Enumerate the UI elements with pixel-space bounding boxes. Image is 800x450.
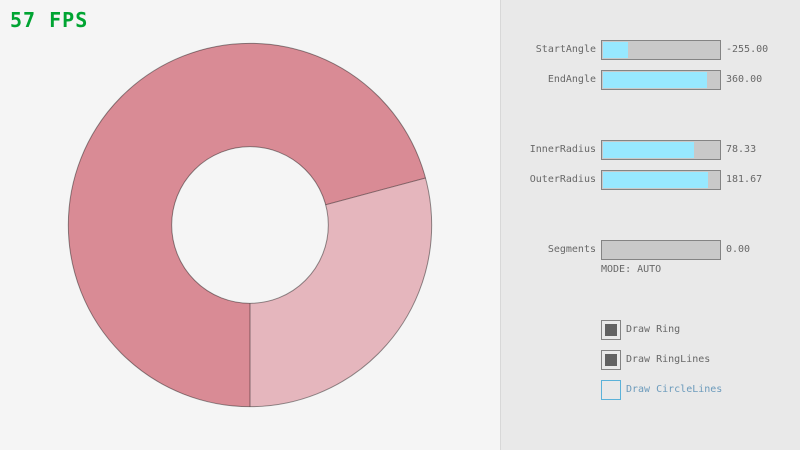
slider-label-endangle: EndAngle — [547, 74, 596, 85]
slider-fill-startangle — [603, 42, 628, 58]
slider-value-endangle: 360.00 — [726, 74, 763, 85]
slider-label-outerradius: OuterRadius — [529, 174, 596, 185]
checkbox-check-mark — [605, 324, 617, 336]
slider-label-segments: Segments — [547, 244, 596, 255]
slider-outerradius[interactable] — [601, 170, 721, 190]
slider-value-innerradius: 78.33 — [726, 144, 757, 155]
slider-fill-innerradius — [603, 142, 694, 158]
checkbox-draw-circlelines[interactable]: Draw CircleLines — [601, 380, 800, 400]
checkbox-label-draw-ringlines: Draw RingLines — [626, 354, 711, 365]
segments-mode-text: MODE: AUTO — [601, 264, 662, 275]
checkbox-box-draw-circlelines[interactable] — [601, 380, 621, 400]
slider-endangle[interactable] — [601, 70, 721, 90]
checkbox-box-draw-ring[interactable] — [601, 320, 621, 340]
slider-row-innerradius: InnerRadius 78.33 — [501, 140, 800, 160]
slider-segments[interactable] — [601, 240, 721, 260]
slider-label-innerradius: InnerRadius — [529, 144, 596, 155]
slider-row-startangle: StartAngle -255.00 — [501, 40, 800, 60]
slider-row-segments: Segments 0.00 — [501, 240, 800, 260]
slider-label-startangle: StartAngle — [535, 44, 596, 55]
checkbox-box-draw-ringlines[interactable] — [601, 350, 621, 370]
fps-counter: 57 FPS — [10, 8, 89, 32]
slider-value-outerradius: 181.67 — [726, 174, 763, 185]
checkbox-draw-ring[interactable]: Draw Ring — [601, 320, 800, 340]
slider-value-segments: 0.00 — [726, 244, 751, 255]
slider-startangle[interactable] — [601, 40, 721, 60]
slider-row-endangle: EndAngle 360.00 — [501, 70, 800, 90]
controls-panel: StartAngle -255.00 EndAngle 360.00 Inner… — [500, 0, 800, 450]
checkbox-label-draw-circlelines: Draw CircleLines — [626, 384, 723, 395]
slider-fill-outerradius — [603, 172, 708, 188]
slider-innerradius[interactable] — [601, 140, 721, 160]
checkbox-check-mark — [605, 354, 617, 366]
slider-row-outerradius: OuterRadius 181.67 — [501, 170, 800, 190]
checkbox-label-draw-ring: Draw Ring — [626, 324, 681, 335]
checkbox-draw-ringlines[interactable]: Draw RingLines — [601, 350, 800, 370]
slider-value-startangle: -255.00 — [726, 44, 769, 55]
slider-fill-endangle — [603, 72, 707, 88]
